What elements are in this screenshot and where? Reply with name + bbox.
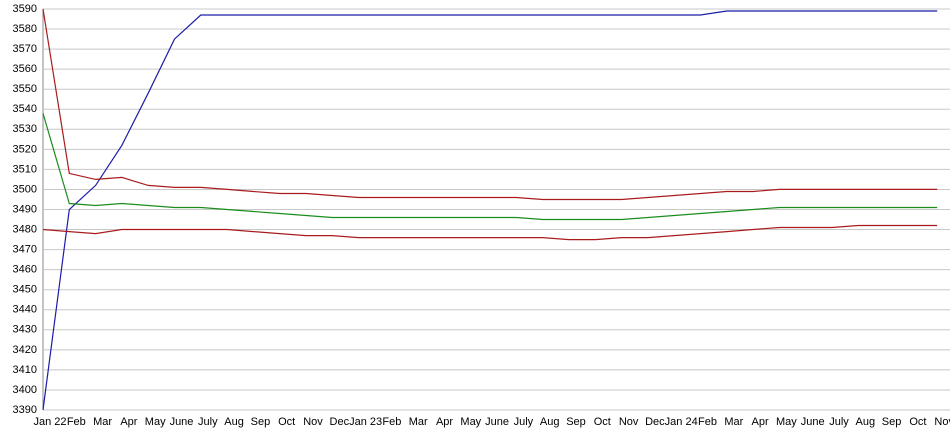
x-tick-label: Nov (303, 416, 323, 428)
x-tick-label: Nov (934, 416, 950, 428)
x-tick-label: June (801, 416, 825, 428)
y-tick-label: 3510 (13, 163, 37, 175)
x-tick-label: May (776, 416, 797, 428)
x-tick-label: Mar (93, 416, 112, 428)
x-tick-label: Oct (278, 416, 295, 428)
x-tick-label: June (485, 416, 509, 428)
y-tick-label: 3430 (13, 324, 37, 336)
x-tick-label: May (145, 416, 166, 428)
x-tick-label: Apr (752, 416, 769, 428)
x-tick-label: Feb (67, 416, 86, 428)
y-tick-label: 3500 (13, 183, 37, 195)
y-tick-label: 3580 (13, 23, 37, 35)
x-tick-label: July (829, 416, 849, 428)
y-tick-label: 3450 (13, 284, 37, 296)
x-tick-label: Apr (120, 416, 137, 428)
y-tick-label: 3560 (13, 63, 37, 75)
x-tick-label: Jan 24 (665, 416, 698, 428)
x-tick-label: Jan 23 (349, 416, 382, 428)
y-tick-label: 3570 (13, 43, 37, 55)
series-line (42, 113, 938, 221)
x-tick-label: Sep (566, 416, 586, 428)
x-tick-label: Sep (251, 416, 271, 428)
y-tick-label: 3390 (13, 404, 37, 416)
x-tick-label: Mar (724, 416, 743, 428)
x-tick-label: Nov (619, 416, 639, 428)
x-tick-label: Feb (698, 416, 717, 428)
y-tick-label: 3470 (13, 244, 37, 256)
x-tick-label: Feb (382, 416, 401, 428)
x-tick-label: Mar (409, 416, 428, 428)
y-tick-label: 3590 (13, 3, 37, 15)
y-tick-label: 3410 (13, 364, 37, 376)
x-tick-label: June (170, 416, 194, 428)
x-tick-label: July (198, 416, 218, 428)
x-tick-label: May (460, 416, 481, 428)
x-tick-label: Aug (540, 416, 560, 428)
series-line (42, 224, 938, 241)
x-tick-label: July (514, 416, 534, 428)
x-tick-label: Apr (436, 416, 453, 428)
y-tick-label: 3490 (13, 203, 37, 215)
y-tick-label: 3420 (13, 344, 37, 356)
y-tick-label: 3520 (13, 143, 37, 155)
y-tick-label: 3540 (13, 103, 37, 115)
y-tick-label: 3530 (13, 123, 37, 135)
x-tick-label: Oct (594, 416, 611, 428)
x-tick-label: Dec (330, 416, 350, 428)
y-tick-label: 3460 (13, 264, 37, 276)
series-line (42, 8, 938, 201)
series-line (42, 10, 938, 411)
x-tick-label: Oct (909, 416, 926, 428)
x-tick-label: Aug (224, 416, 244, 428)
x-tick-label: Dec (645, 416, 665, 428)
x-tick-label: Jan 22 (33, 416, 66, 428)
y-tick-label: 3550 (13, 83, 37, 95)
x-tick-label: Sep (882, 416, 902, 428)
x-tick-label: Aug (856, 416, 876, 428)
y-tick-label: 3480 (13, 223, 37, 235)
y-tick-label: 3400 (13, 384, 37, 396)
y-tick-label: 3440 (13, 304, 37, 316)
